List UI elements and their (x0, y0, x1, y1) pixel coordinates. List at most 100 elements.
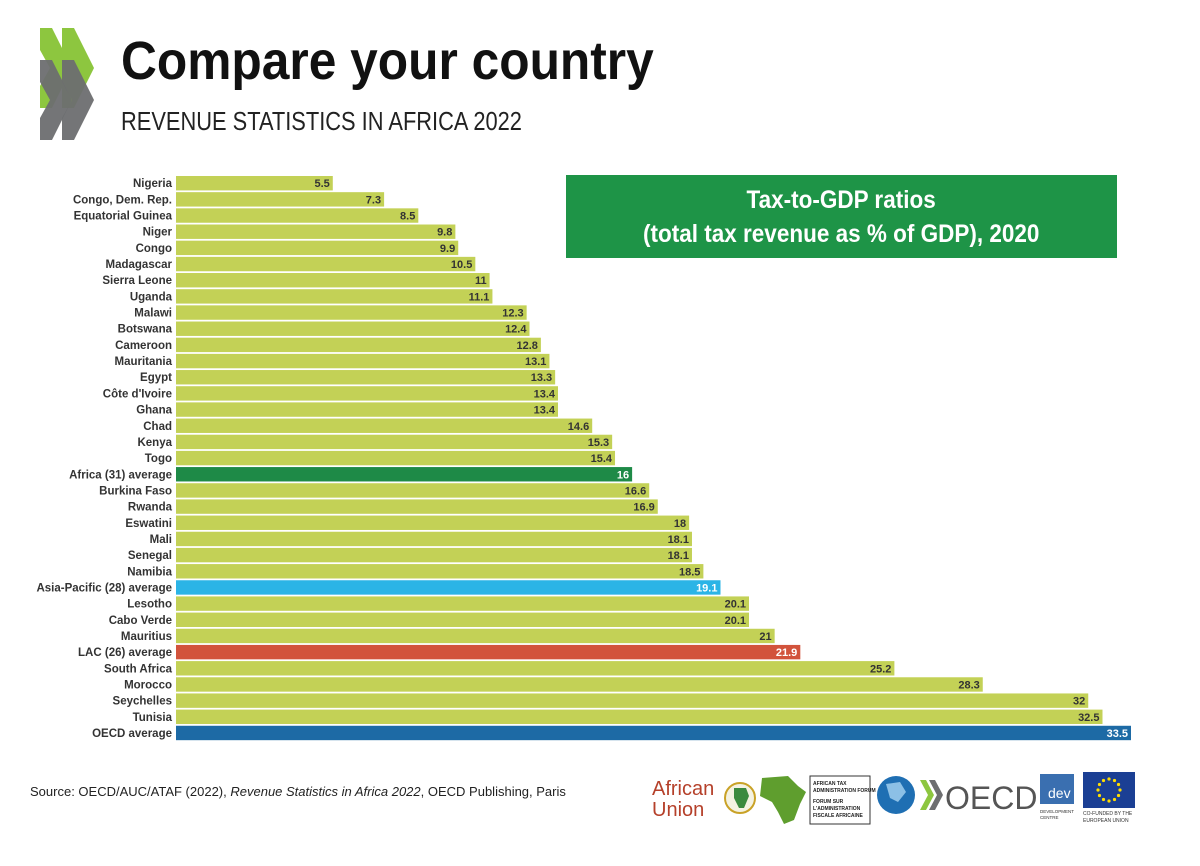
eu-star-icon (1097, 793, 1102, 798)
value-label-morocco: 28.3 (958, 679, 979, 691)
eu-star-icon (1116, 782, 1121, 787)
eu-star-icon (1112, 797, 1117, 802)
bar-south-africa (176, 661, 895, 676)
dev-wordmark: dev (1048, 785, 1071, 801)
category-label-morocco: Morocco (124, 679, 172, 691)
bar-congo (176, 240, 459, 256)
eu-star-icon (1096, 788, 1100, 792)
page-title: Compare your country (121, 31, 654, 91)
eu-star-icon (1101, 778, 1106, 783)
value-label-tunisia: 32.5 (1078, 712, 1099, 724)
category-label-namibia: Namibia (127, 566, 172, 578)
category-label-eswatini: Eswatini (125, 518, 172, 530)
value-label-south-africa: 25.2 (870, 663, 891, 675)
category-label-oecd-average: OECD average (92, 728, 172, 740)
category-label-congo: Congo (136, 243, 172, 255)
bar-uganda (176, 289, 493, 304)
ataf-line-1: AFRICAN TAX (813, 781, 847, 787)
value-label-africa-31-average: 16 (617, 469, 629, 481)
value-label-egypt: 13.3 (531, 372, 552, 384)
page-subtitle: REVENUE STATISTICS IN AFRICA 2022 (121, 106, 522, 136)
bar-botswana (176, 321, 530, 336)
category-label-seychelles: Seychelles (113, 696, 172, 708)
category-label-cabo-verde: Cabo Verde (109, 615, 172, 627)
category-label-botswana: Botswana (118, 324, 173, 336)
value-label-namibia: 18.5 (679, 566, 700, 578)
value-label-chad: 14.6 (568, 421, 589, 433)
category-label-egypt: Egypt (140, 372, 172, 384)
bar-rwanda (176, 499, 658, 514)
au-word-1: African (652, 778, 714, 800)
category-label-rwanda: Rwanda (128, 502, 173, 514)
ataf-text-box (809, 775, 871, 825)
value-label-mauritania: 13.1 (525, 356, 546, 368)
source-note: Source: OECD/AUC/ATAF (2022), Revenue St… (30, 784, 566, 799)
eu-star-icon (1107, 777, 1111, 781)
bar-cabo-verde (176, 612, 749, 627)
bar-c-te-d-ivoire (176, 386, 558, 401)
category-label-senegal: Senegal (128, 550, 172, 562)
category-label-ghana: Ghana (136, 405, 172, 417)
category-label-south-africa: South Africa (104, 663, 173, 675)
value-label-ghana: 13.4 (534, 405, 556, 417)
category-label-burkina-faso: Burkina Faso (99, 485, 172, 497)
value-label-kenya: 15.3 (588, 437, 609, 449)
oecd-globe-land (886, 782, 906, 802)
eu-star-icon (1097, 782, 1102, 787)
value-label-congo: 9.9 (440, 243, 455, 255)
eu-logo: CO-FUNDED BY THE EUROPEAN UNION (1083, 772, 1135, 824)
partner-logos: African Union AFRICAN TAX ADMINISTRATION… (652, 772, 1135, 825)
dev-caption-2: CENTRE (1040, 815, 1059, 820)
eu-star-icon (1101, 797, 1106, 802)
source-prefix: Source: OECD/AUC/ATAF (2022), (30, 784, 231, 799)
category-label-togo: Togo (145, 453, 172, 465)
bar-morocco (176, 677, 983, 692)
chart-title-box: Tax-to-GDP ratios (total tax revenue as … (566, 175, 1117, 258)
chart-title-line1: Tax-to-GDP ratios (746, 185, 937, 214)
bar-seychelles (176, 693, 1089, 708)
bar-tunisia (176, 709, 1103, 725)
bar-sierra-leone (176, 273, 490, 288)
value-label-mali: 18.1 (668, 534, 689, 546)
value-label-c-te-d-ivoire: 13.4 (534, 388, 556, 400)
oecd-small-chevron-1 (920, 780, 934, 810)
ataf-line-4: L'ADMINISTRATION (813, 806, 861, 812)
oecd-logo: OECD (877, 776, 1037, 816)
bar-nigeria (176, 176, 333, 191)
category-label-mali: Mali (150, 534, 172, 546)
bar-kenya (176, 434, 613, 450)
bar-lesotho (176, 596, 749, 611)
category-label-chad: Chad (143, 421, 172, 433)
bar-equatorial-guinea (176, 208, 419, 223)
category-label-equatorial-guinea: Equatorial Guinea (74, 211, 173, 223)
value-label-senegal: 18.1 (668, 550, 689, 562)
au-emblem-map (734, 788, 749, 808)
value-label-malawi: 12.3 (502, 308, 523, 320)
category-label-lesotho: Lesotho (127, 599, 172, 611)
african-union-logo: African Union (652, 778, 756, 821)
category-label-sierra-leone: Sierra Leone (102, 275, 172, 287)
value-label-eswatini: 18 (674, 518, 686, 530)
category-label-mauritius: Mauritius (121, 631, 172, 643)
value-label-botswana: 12.4 (505, 324, 527, 336)
ataf-line-3: FORUM SUR (813, 799, 844, 805)
value-label-asia-pacific-28-average: 19.1 (696, 582, 717, 594)
ataf-line-2: ADMINISTRATION FORUM (813, 788, 876, 794)
bar-asia-pacific-28-average (176, 580, 721, 595)
dev-caption-1: DEVELOPMENT (1040, 809, 1074, 814)
oecd-small-chevron-2 (929, 780, 943, 810)
dev-centre-logo: dev DEVELOPMENT CENTRE (1040, 774, 1074, 820)
source-suffix: , OECD Publishing, Paris (420, 784, 566, 799)
bar-senegal (176, 547, 692, 563)
bar-cameroon (176, 337, 541, 353)
oecd-wordmark: OECD (945, 780, 1037, 816)
ataf-line-5: FISCALE AFRICAINE (813, 813, 863, 819)
category-label-cameroon: Cameroon (115, 340, 172, 352)
value-label-cameroon: 12.8 (516, 340, 537, 352)
value-label-niger: 9.8 (437, 227, 452, 239)
value-label-mauritius: 21 (759, 631, 771, 643)
ataf-africa-map-icon (760, 776, 806, 824)
eu-star-icon (1112, 778, 1117, 783)
chevron-grey-left (40, 60, 72, 140)
category-label-asia-pacific-28-average: Asia-Pacific (28) average (36, 582, 172, 594)
